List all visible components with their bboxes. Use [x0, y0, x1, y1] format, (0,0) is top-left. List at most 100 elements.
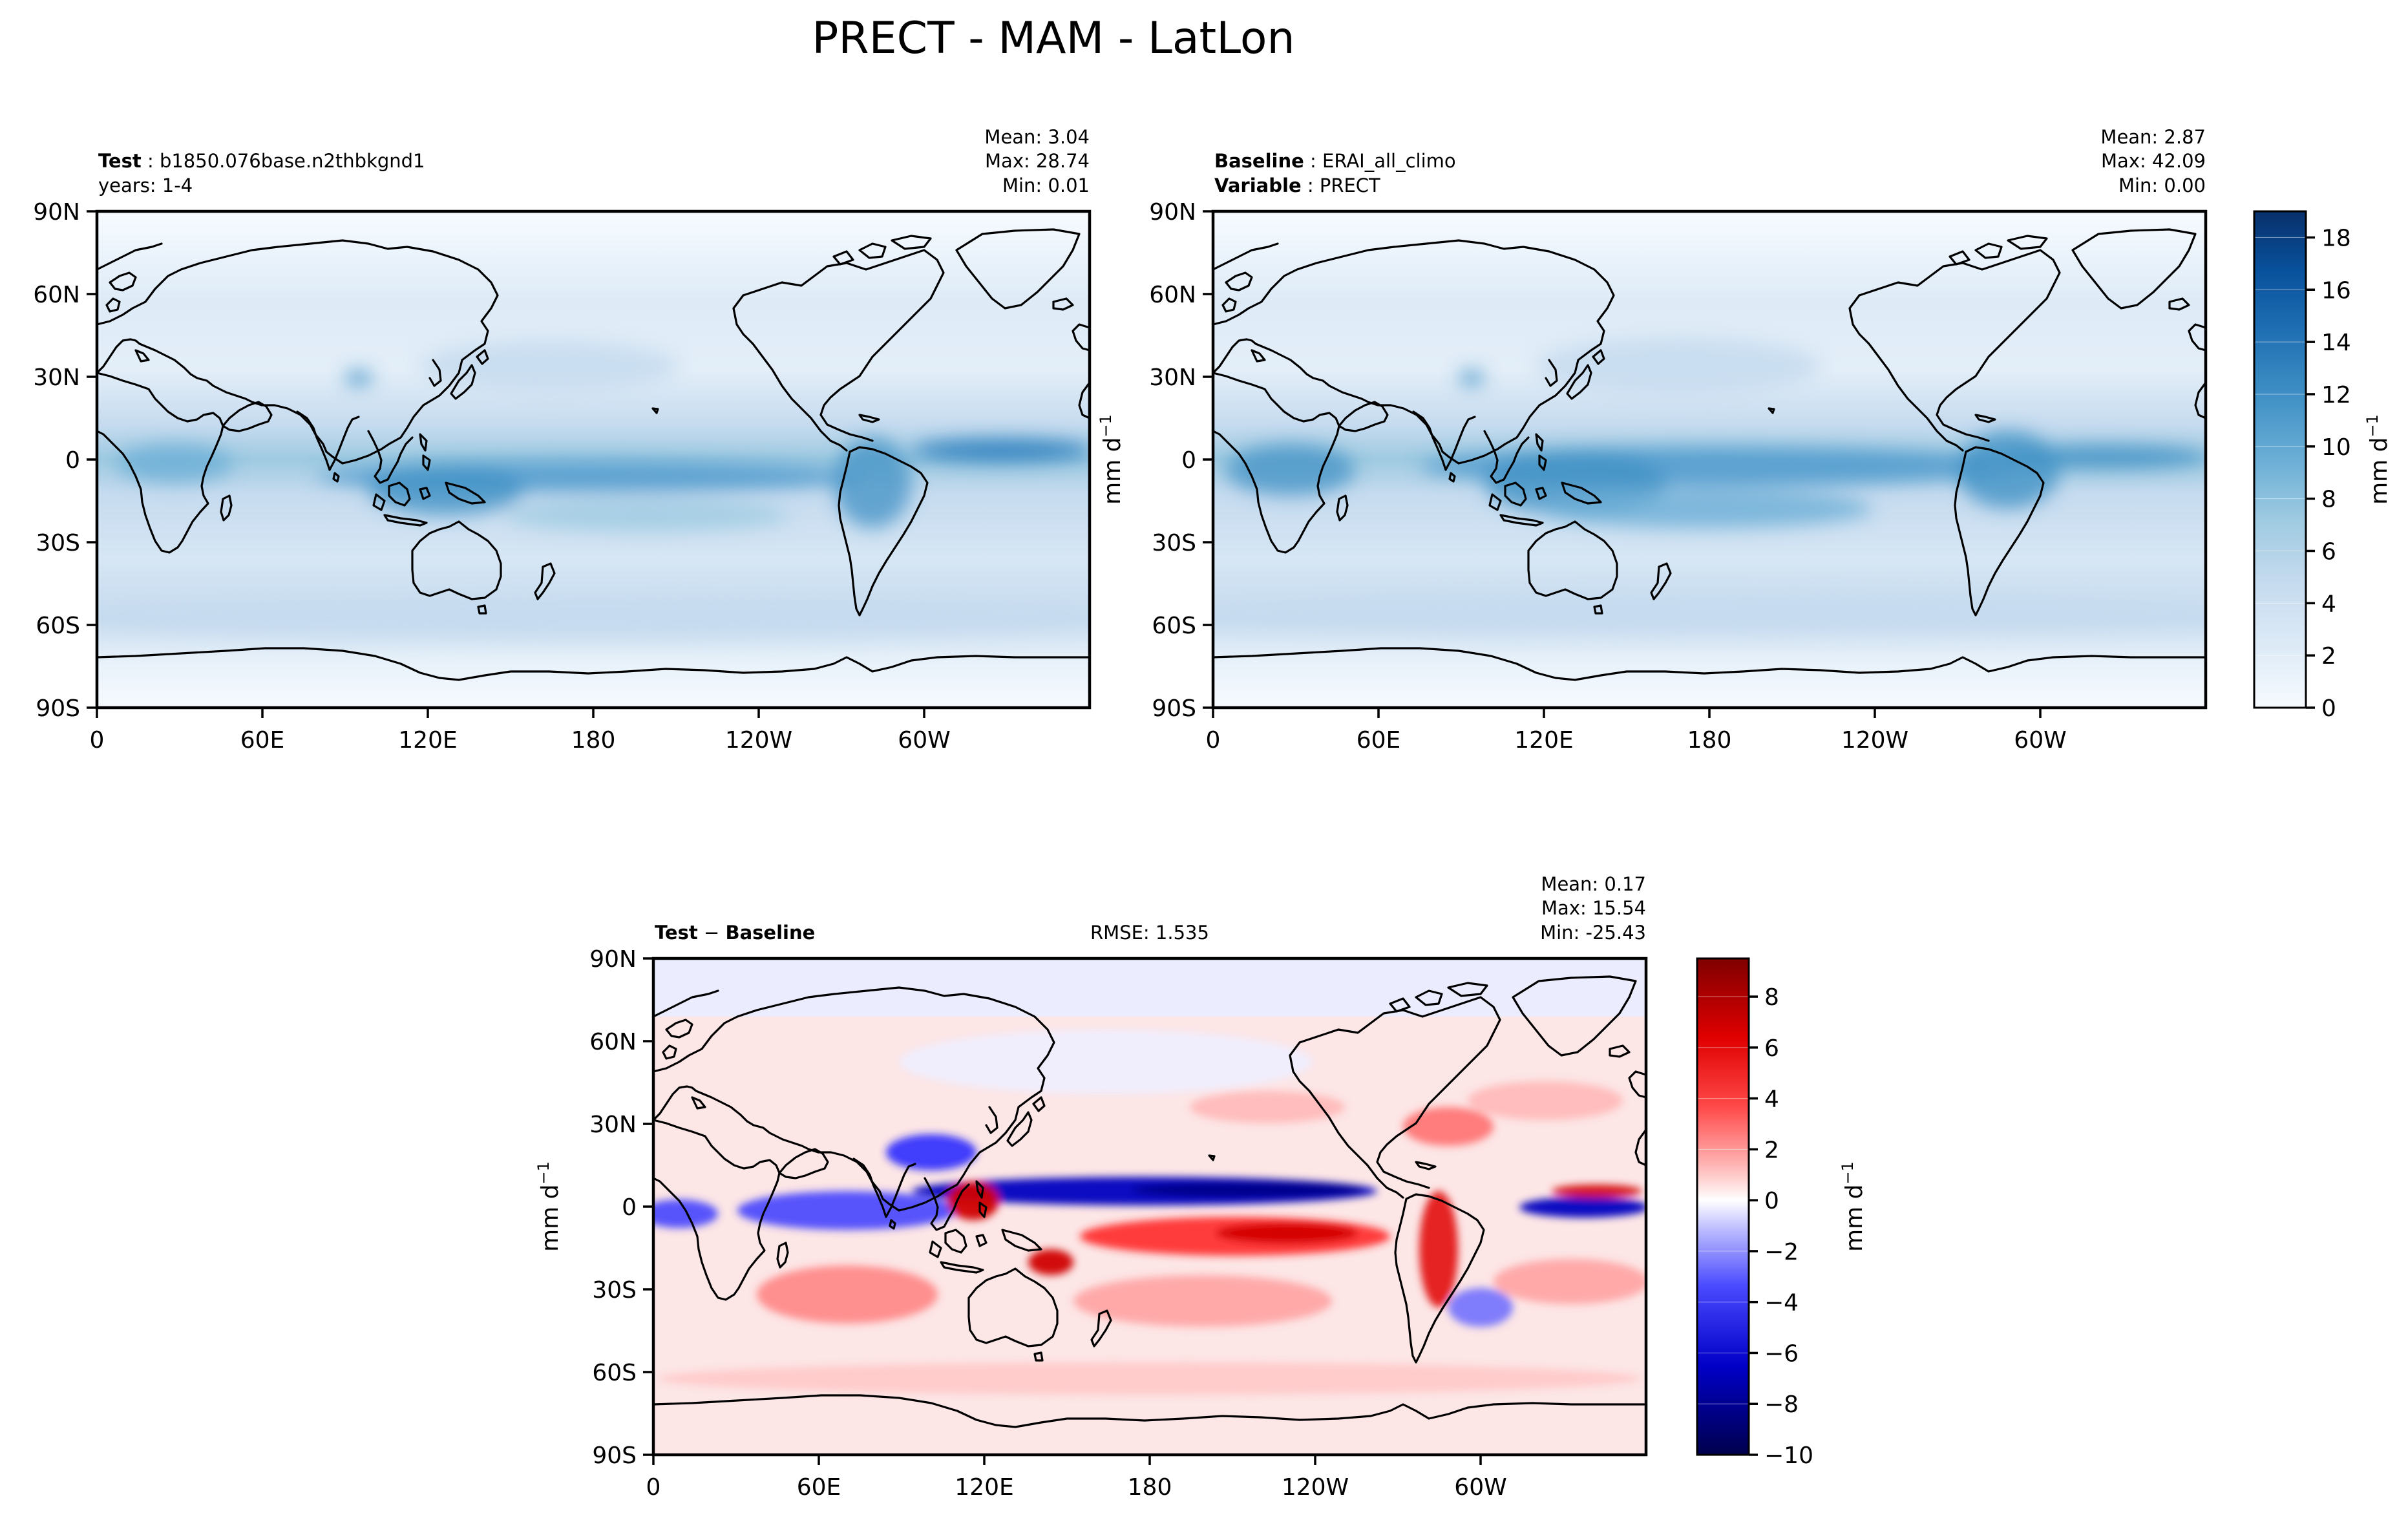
diff-label: Test − Baseline: [655, 922, 815, 944]
colorbar-tick-label: −10: [1764, 1443, 1813, 1469]
diff-x-axis: 0 60E 120E 180 120W 60W: [646, 1455, 1507, 1501]
colorbar-tick-label: −8: [1764, 1391, 1799, 1418]
diff-south-atlantic-red: [1494, 1259, 1646, 1304]
test-southern-ocean: [102, 599, 1084, 638]
colorbar-diff-fill: [1697, 958, 1749, 1455]
y-tick-label: 30S: [1152, 530, 1196, 556]
baseline-x-axis: 0 60E 120E 180 120W 60W: [1206, 708, 2067, 754]
difference-map: [653, 958, 1646, 1455]
test-map: [97, 211, 1090, 708]
colorbar-diff-label-sup: −1: [1839, 1161, 1857, 1184]
diff-spcz-red: [1073, 1275, 1332, 1327]
baseline-africa-rain: [1226, 444, 1355, 496]
test-stat-max: Max: 28.74: [985, 150, 1090, 172]
colorbar-tick-label: 10: [2321, 434, 2351, 461]
x-tick-label: 120W: [1282, 1474, 1349, 1501]
baseline-samerica-rain: [1956, 431, 2060, 509]
colorbar-tick-label: −2: [1764, 1239, 1799, 1265]
colorbar-tick-label: 12: [2321, 382, 2351, 408]
diff-label-test: Test: [655, 922, 698, 944]
baseline-map: [1213, 211, 2206, 708]
colorbar-blues-frame: [2253, 210, 2307, 709]
test-label: Test : b1850.076base.n2thbkgnd1: [98, 150, 425, 172]
baseline-name: ERAI_all_climo: [1322, 150, 1456, 172]
figure-title: PRECT - MAM - LatLon: [812, 13, 1294, 64]
colorbar-tick-label: 4: [1764, 1086, 1779, 1113]
y-tick-label: 60S: [592, 1360, 637, 1386]
x-tick-label: 120W: [1841, 727, 1908, 754]
x-tick-label: 0: [90, 727, 105, 754]
x-tick-label: 0: [646, 1474, 661, 1501]
y-tick-label: 60N: [1149, 282, 1196, 308]
test-case-name: b1850.076base.n2thbkgnd1: [160, 150, 425, 172]
diff-ylabel: mm d−1: [534, 1161, 564, 1252]
x-tick-label: 0: [1206, 727, 1221, 754]
diff-mid-red-1: [1190, 1091, 1345, 1123]
colorbar-tick-label: 16: [2321, 277, 2351, 304]
y-tick-label: 90S: [36, 695, 80, 722]
x-tick-label: 60E: [240, 727, 285, 754]
test-stat-mean: Mean: 3.04: [984, 126, 1090, 148]
colorbar-tick-label: 8: [2321, 487, 2336, 513]
x-tick-label: 60W: [2014, 727, 2066, 754]
baseline-stat-min: Min: 0.00: [2118, 174, 2206, 196]
diff-indian-blue: [737, 1191, 957, 1230]
variable-label-bold: Variable: [1214, 174, 1302, 196]
diff-gulfstream: [1403, 1107, 1494, 1146]
baseline-label-bold: Baseline: [1214, 150, 1304, 172]
diff-ylabel-text: mm d: [537, 1184, 564, 1251]
colorbar-tick-label: 8: [1764, 984, 1779, 1011]
diff-andes-red: [1419, 1191, 1458, 1307]
diff-west-africa-blue: [653, 1200, 718, 1228]
test-spcz: [504, 499, 788, 531]
diff-atlantic-red: [1552, 1185, 1642, 1198]
colorbar-diff-ticks: −10 −8 −6 −4 −2 0 2 4 6 8: [1697, 984, 1813, 1469]
test-npacific-storm: [420, 341, 679, 392]
diff-rmse: RMSE: 1.535: [1090, 922, 1209, 944]
colorbar-tick-label: 2: [2321, 643, 2336, 670]
baseline-stat-mean: Mean: 2.87: [2100, 126, 2206, 148]
diff-stat-max: Max: 15.54: [1541, 897, 1646, 919]
diff-png-red: [1028, 1249, 1073, 1275]
test-itcz-atlantic: [911, 439, 1090, 462]
x-tick-label: 180: [1128, 1474, 1172, 1501]
variable-name: PRECT: [1320, 174, 1380, 196]
test-stat-min: Min: 0.01: [1002, 174, 1090, 196]
baseline-spcz: [1536, 489, 1872, 528]
y-tick-label: 0: [622, 1194, 637, 1221]
test-samerica-rain: [834, 438, 911, 528]
colorbar-tick-label: 0: [2321, 695, 2336, 722]
panel-test: Test : b1850.076base.n2thbkgnd1 years: 1…: [33, 126, 1092, 754]
y-tick-label: 90N: [33, 199, 80, 226]
test-years: years: 1-4: [98, 174, 193, 196]
baseline-y-axis: 90N 60N 30N 0 30S 60S 90S: [1149, 199, 1213, 722]
test-label-bold: Test: [98, 150, 142, 172]
x-tick-label: 60E: [1357, 727, 1401, 754]
y-tick-label: 90N: [1149, 199, 1196, 226]
panel-difference: Test − Baseline RMSE: 1.535 Mean: 0.17 M…: [534, 873, 1648, 1501]
colorbar-tick-label: 14: [2321, 330, 2351, 356]
top-shared-ylabel-sup: −1: [1097, 414, 1115, 437]
diff-asia-blue: [886, 1134, 977, 1170]
y-tick-label: 60S: [36, 613, 80, 639]
y-tick-label: 0: [1181, 447, 1196, 474]
diff-atlantic-blue: [1519, 1197, 1646, 1218]
colorbar-tick-label: 4: [2321, 591, 2336, 617]
colorbar-blues-label-sup: −1: [2363, 414, 2382, 437]
colorbar-tick-label: −4: [1764, 1290, 1799, 1316]
baseline-label: Baseline : ERAI_all_climo: [1214, 150, 1456, 172]
diff-itcz-blue-core: [1132, 1182, 1364, 1198]
x-tick-label: 180: [571, 727, 616, 754]
diff-stat-mean: Mean: 0.17: [1541, 873, 1646, 895]
diff-south-indian-red: [757, 1265, 938, 1324]
diff-label-sep: −: [698, 922, 726, 944]
test-x-axis: 0 60E 120E 180 120W 60W: [90, 708, 951, 754]
test-field-features: [102, 341, 1090, 638]
x-tick-label: 180: [1687, 727, 1732, 754]
x-tick-label: 120W: [725, 727, 792, 754]
y-tick-label: 30S: [36, 530, 80, 556]
colorbar-blues: 0 2 4 6 8 10 12 14 16 18 mm d−1: [2253, 210, 2392, 722]
colorbar-blues-label-text: mm d: [2366, 437, 2392, 504]
colorbar-blues-fill: [2254, 211, 2306, 708]
